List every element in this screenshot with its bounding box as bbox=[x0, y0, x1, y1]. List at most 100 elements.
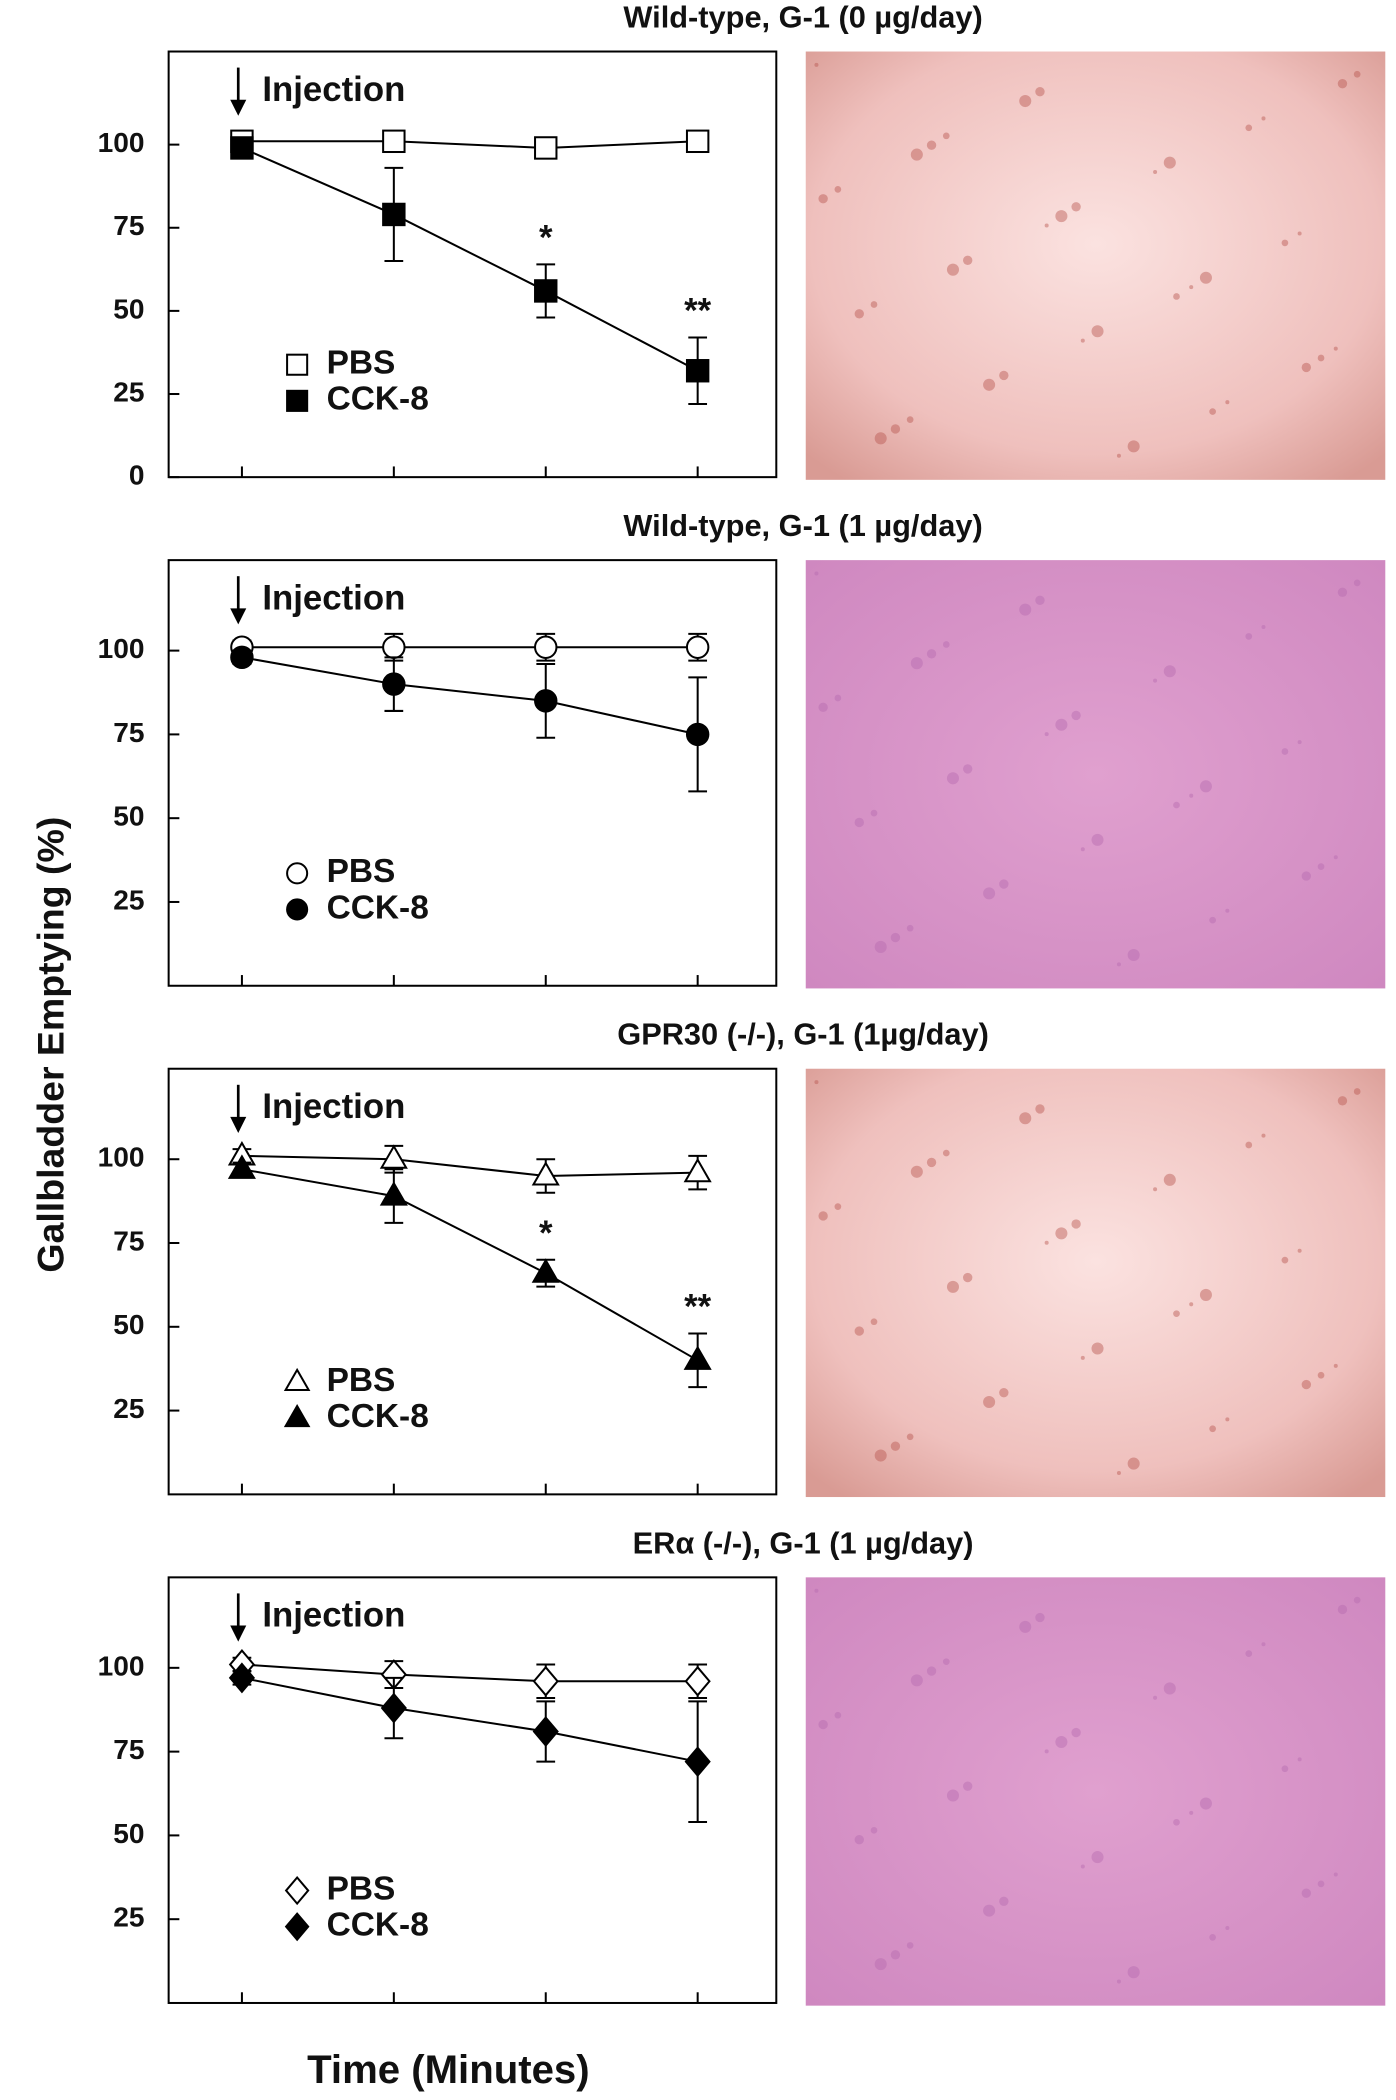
marker bbox=[684, 1746, 711, 1778]
micrograph-speck bbox=[999, 1387, 1009, 1398]
micrograph-speck bbox=[1035, 1104, 1045, 1114]
marker bbox=[532, 1716, 559, 1747]
micrograph-speck bbox=[1044, 1240, 1049, 1245]
y-tick-label: 75 bbox=[113, 210, 144, 241]
chart-title: GPR30 (-/-), G-1 (1µg/day) bbox=[617, 1017, 989, 1052]
micrograph-speck bbox=[983, 1904, 996, 1917]
micrograph-speck bbox=[1153, 169, 1158, 174]
micrograph-speck bbox=[942, 1658, 950, 1666]
micrograph-speck bbox=[1173, 1310, 1180, 1318]
micrograph-speck bbox=[963, 1272, 973, 1283]
micrograph-speck bbox=[1189, 793, 1194, 798]
micrograph-speck bbox=[870, 1318, 878, 1326]
micrograph-speck bbox=[1225, 908, 1230, 913]
micrograph-speck bbox=[1080, 338, 1085, 343]
micrograph-speck bbox=[1035, 1612, 1045, 1623]
marker bbox=[685, 635, 710, 659]
chart-title: Wild-type, G-1 (1 µg/day) bbox=[623, 508, 982, 543]
y-tick-label: 50 bbox=[113, 1818, 144, 1849]
y-tick-label: 25 bbox=[113, 376, 144, 407]
micrograph-speck bbox=[890, 932, 901, 943]
micrograph-speck bbox=[1261, 1642, 1266, 1647]
micrograph-speck bbox=[906, 924, 914, 932]
micrograph-speck bbox=[1209, 1425, 1216, 1433]
legend-label: PBS bbox=[327, 1362, 396, 1399]
micrograph-speck bbox=[983, 1395, 996, 1409]
marker bbox=[379, 1144, 408, 1169]
micrograph-speck bbox=[1091, 325, 1104, 338]
plot-frame bbox=[167, 559, 778, 987]
micrograph-speck bbox=[1055, 1735, 1068, 1748]
micrograph-speck bbox=[1301, 1888, 1312, 1898]
micrograph-speck bbox=[1209, 1934, 1216, 1941]
legend-marker bbox=[286, 353, 309, 376]
y-axis-label: Gallbladder Emptying (%) bbox=[29, 817, 71, 1273]
annotation: Injection bbox=[262, 71, 405, 109]
micrograph-speck bbox=[1225, 400, 1230, 405]
micrograph-speck bbox=[1091, 1851, 1104, 1864]
y-tick-label: 100 bbox=[98, 1142, 145, 1173]
micrograph-speck bbox=[999, 370, 1009, 381]
micrograph-speck bbox=[1209, 408, 1216, 415]
significance-label: ** bbox=[684, 293, 712, 331]
y-tick-label: 25 bbox=[113, 1902, 144, 1933]
micrograph-speck bbox=[1333, 1363, 1338, 1368]
plot-frame bbox=[167, 50, 778, 479]
micrograph-speck bbox=[874, 1449, 887, 1462]
micrograph-speck bbox=[1333, 1872, 1338, 1877]
micrograph-speck bbox=[1245, 1141, 1253, 1149]
micrograph-speck bbox=[1173, 293, 1180, 300]
micrograph-speck bbox=[854, 309, 864, 319]
micrograph-speck bbox=[1127, 1966, 1140, 1979]
legend-label: CCK-8 bbox=[327, 381, 429, 418]
micrograph-speck bbox=[1163, 1173, 1176, 1186]
micrograph-speck bbox=[926, 140, 937, 150]
micrograph-speck bbox=[1297, 231, 1302, 236]
legend-label: CCK-8 bbox=[327, 1398, 429, 1435]
micrograph-speck bbox=[1080, 1864, 1085, 1869]
micrograph bbox=[805, 560, 1386, 989]
y-tick-label: 100 bbox=[98, 633, 145, 664]
y-tick-label: 50 bbox=[113, 801, 144, 832]
marker bbox=[228, 1662, 256, 1694]
micrograph-speck bbox=[1225, 1417, 1230, 1422]
micrograph-speck bbox=[1173, 1818, 1180, 1826]
micrograph-speck bbox=[1301, 871, 1312, 881]
micrograph-speck bbox=[1261, 116, 1266, 121]
marker bbox=[382, 672, 406, 696]
micrograph-speck bbox=[926, 649, 937, 659]
micrograph-speck bbox=[1019, 1112, 1032, 1125]
marker bbox=[380, 1692, 407, 1724]
micrograph-speck bbox=[946, 772, 959, 785]
micrograph-speck bbox=[814, 571, 819, 576]
micrograph-speck bbox=[1055, 210, 1068, 223]
micrograph bbox=[805, 1577, 1386, 2006]
micrograph-speck bbox=[1044, 223, 1049, 228]
series-line bbox=[241, 1676, 698, 1763]
legend-marker bbox=[286, 862, 309, 885]
micrograph-speck bbox=[1163, 1682, 1176, 1695]
micrograph-speck bbox=[1353, 70, 1361, 78]
legend-marker bbox=[286, 389, 309, 412]
micrograph-speck bbox=[890, 1441, 901, 1451]
y-tick-label: 25 bbox=[113, 1393, 144, 1424]
micrograph-speck bbox=[1080, 847, 1085, 852]
y-tick-label: 100 bbox=[98, 127, 145, 158]
marker bbox=[534, 136, 558, 160]
y-tick-label: 75 bbox=[113, 1225, 144, 1256]
micrograph-speck bbox=[1153, 1695, 1158, 1700]
micrograph-speck bbox=[946, 263, 959, 276]
micrograph-speck bbox=[854, 1326, 864, 1336]
micrograph-speck bbox=[854, 1834, 864, 1845]
annotation: Injection bbox=[262, 579, 405, 617]
micrograph-speck bbox=[1281, 748, 1289, 755]
micrograph-speck bbox=[1055, 1227, 1068, 1240]
marker bbox=[230, 645, 254, 670]
micrograph-speck bbox=[1337, 1604, 1348, 1615]
micrograph-speck bbox=[1199, 1797, 1212, 1810]
marker bbox=[534, 635, 558, 659]
legend-marker bbox=[283, 1367, 311, 1391]
significance-label: * bbox=[539, 219, 553, 257]
micrograph-speck bbox=[814, 62, 819, 67]
micrograph-speck bbox=[1091, 833, 1104, 846]
